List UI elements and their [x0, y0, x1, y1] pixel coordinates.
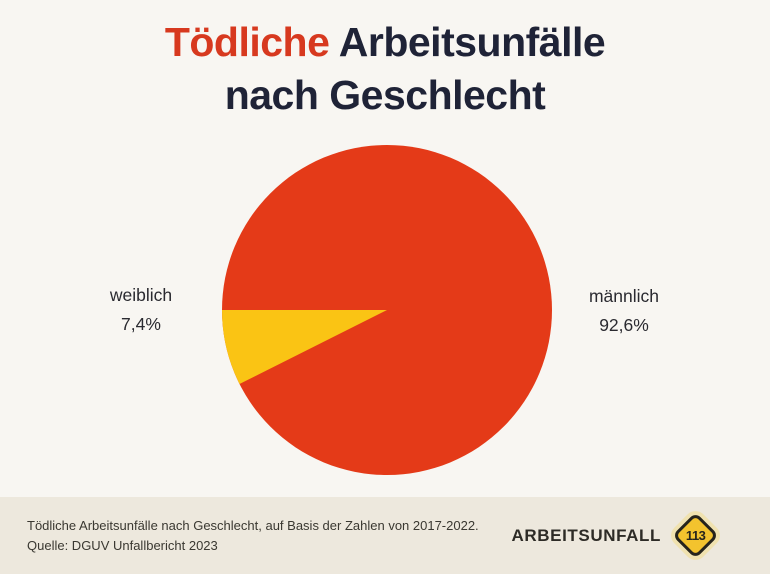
caption-line-2: Quelle: DGUV Unfallbericht 2023 [27, 537, 218, 553]
pie-chart-svg [222, 145, 552, 475]
page-title: Tödliche Arbeitsunfälle nach Geschlecht [0, 16, 770, 122]
slice-label-weiblich-value: 7,4% [121, 314, 161, 334]
footer-bar: Tödliche Arbeitsunfälle nach Geschlecht,… [0, 497, 770, 574]
title-line-2: nach Geschlecht [224, 72, 546, 118]
slice-label-maennlich-value: 92,6% [599, 315, 649, 335]
pie-chart [217, 140, 557, 480]
slice-label-maennlich-name: männlich [588, 286, 660, 306]
title-highlight: Tödliche [164, 19, 330, 65]
source-caption: Tödliche Arbeitsunfälle nach Geschlecht,… [27, 516, 479, 556]
slice-label-weiblich: weiblich 7,4% [71, 281, 211, 339]
slice-label-maennlich: männlich 92,6% [554, 282, 694, 340]
diamond-badge-icon: 113 [672, 512, 719, 559]
brand-name: ARBEITSUNFALL [511, 525, 661, 545]
title-rest: Arbeitsunfälle [329, 19, 606, 65]
caption-line-1: Tödliche Arbeitsunfälle nach Geschlecht,… [27, 517, 479, 533]
title-line-1: Tödliche Arbeitsunfälle [0, 16, 770, 69]
badge-number: 113 [685, 527, 706, 543]
brand-logo: ARBEITSUNFALL 113 [511, 512, 719, 559]
slice-label-weiblich-name: weiblich [109, 285, 173, 305]
